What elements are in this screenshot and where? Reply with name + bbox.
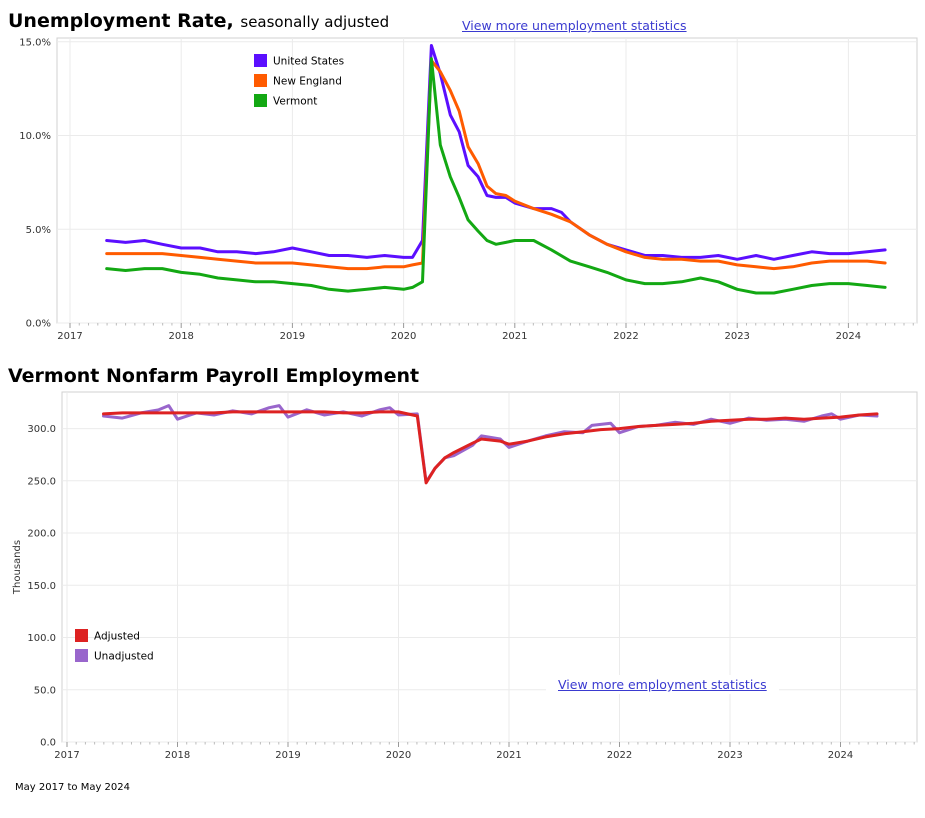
payroll-y-tick-label: 250.0: [27, 476, 56, 487]
unemp-x-tick-label: 2020: [391, 331, 416, 342]
more-employment-stats-link[interactable]: View more employment statistics: [546, 675, 779, 694]
payroll-y-tick-label: 50.0: [34, 685, 56, 696]
payroll-employment-chart: 0.0 50.0 100.0 150.0 200.0 250.0 300.0 2017 2018…: [12, 391, 918, 761]
unemp-legend-swatch: [254, 74, 267, 87]
payroll-legend-swatch: [75, 649, 88, 662]
unemp-y-tick-label: 10.0%: [19, 131, 51, 142]
unemp-x-tick-label: 2024: [836, 331, 861, 342]
unemp-x-tick-label: 2019: [280, 331, 305, 342]
unemp-legend-swatch: [254, 54, 267, 67]
unemp-y-tick-label: 15.0%: [19, 37, 51, 48]
unemp-series-line-united-states: [105, 44, 887, 261]
payroll-legend-label: Unadjusted: [94, 651, 154, 663]
more-unemployment-stats-link[interactable]: View more unemployment statistics: [450, 16, 699, 35]
unemp-plot-frame: [56, 37, 918, 324]
payroll-x-tick-label: 2017: [54, 750, 79, 761]
payroll-x-tick-label: 2023: [717, 750, 742, 761]
payroll-x-tick-label: 2018: [165, 750, 190, 761]
unemp-legend-label: United States: [273, 56, 344, 68]
unemployment-chart-title: Unemployment Rate, seasonally adjusted: [8, 10, 389, 32]
payroll-x-tick-label: 2021: [496, 750, 521, 761]
payroll-legend-label: Adjusted: [94, 631, 140, 643]
date-range-label: May 2017 to May 2024: [15, 782, 130, 793]
unemployment-subtitle: seasonally adjusted: [240, 13, 390, 31]
payroll-chart-title: Vermont Nonfarm Payroll Employment: [8, 365, 420, 387]
unemp-y-tick-label: 0.0%: [26, 319, 51, 330]
payroll-series-line-unadjusted: [102, 404, 879, 484]
unemployment-title-text: Unemployment Rate,: [8, 10, 234, 32]
payroll-x-tick-label: 2020: [386, 750, 411, 761]
unemp-legend-label: New England: [273, 76, 342, 88]
unemp-legend-label: Vermont: [273, 96, 317, 108]
payroll-y-tick-label: 200.0: [27, 529, 56, 540]
unemp-series-line-vermont: [105, 57, 887, 295]
unemployment-rate-chart: 0.0% 5.0% 10.0% 15.0% 2017 2018 2019 2020 2021 20…: [19, 37, 918, 342]
unemp-series-line-new-england: [105, 59, 887, 271]
unemp-x-tick-label: 2021: [502, 331, 527, 342]
unemp-x-tick-label: 2023: [724, 331, 749, 342]
payroll-y-tick-label: 150.0: [27, 581, 56, 592]
payroll-x-tick-label: 2024: [828, 750, 853, 761]
payroll-y-tick-label: 0.0: [40, 738, 56, 749]
payroll-y-tick-label: 300.0: [27, 424, 56, 435]
payroll-x-tick-label: 2019: [275, 750, 300, 761]
unemp-legend-swatch: [254, 94, 267, 107]
unemp-x-tick-label: 2022: [613, 331, 638, 342]
payroll-series-line-adjusted: [102, 410, 879, 485]
unemp-y-tick-label: 5.0%: [26, 225, 51, 236]
payroll-y-tick-label: 100.0: [27, 633, 56, 644]
unemp-x-tick-label: 2017: [57, 331, 82, 342]
payroll-y-axis-label: Thousands: [12, 540, 23, 595]
payroll-x-tick-label: 2022: [607, 750, 632, 761]
unemp-x-tick-label: 2018: [168, 331, 193, 342]
payroll-legend-swatch: [75, 629, 88, 642]
